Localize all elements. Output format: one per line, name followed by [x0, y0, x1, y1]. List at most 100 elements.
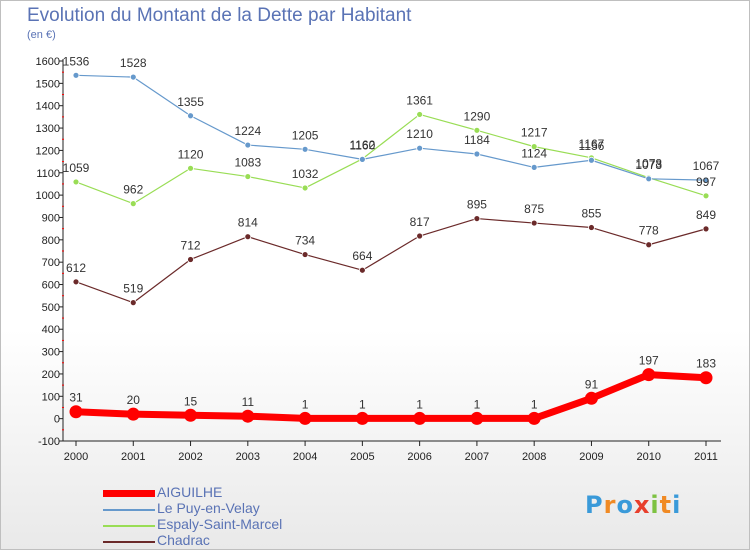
data-label: 1290	[464, 109, 491, 123]
legend-label-espaly-saint-marcel: Espaly-Saint-Marcel	[157, 516, 283, 532]
data-label: 814	[238, 216, 258, 230]
data-label: 734	[295, 234, 315, 248]
data-label: 1067	[693, 159, 720, 173]
data-point	[470, 411, 484, 425]
data-label: 20	[127, 393, 141, 407]
logo-letter: r	[603, 491, 617, 519]
data-label: 817	[410, 215, 430, 229]
data-label: 1355	[177, 95, 204, 109]
data-label: 1	[416, 397, 423, 411]
data-label: 1078	[635, 157, 662, 171]
data-point	[301, 184, 309, 192]
y-tick-label: 1200	[36, 145, 60, 157]
data-point	[530, 143, 538, 151]
data-point	[129, 73, 137, 81]
x-tick-label: 2008	[522, 451, 546, 463]
y-tick-label: 1400	[36, 101, 60, 113]
data-label: 1217	[521, 126, 548, 140]
data-point	[129, 299, 137, 307]
y-tick-label: 100	[42, 391, 60, 403]
data-label: 612	[66, 261, 86, 275]
data-label: 183	[696, 357, 716, 371]
data-label: 1	[302, 397, 309, 411]
data-point	[187, 112, 194, 120]
data-point	[702, 176, 710, 184]
data-point	[72, 278, 80, 286]
data-point	[416, 144, 424, 152]
data-point	[530, 219, 538, 227]
data-label: 1083	[234, 156, 261, 170]
data-label: 1167	[579, 137, 605, 151]
logo-letter: t	[659, 491, 673, 519]
logo-letter: i	[650, 491, 660, 519]
data-label: 1361	[406, 93, 433, 107]
series-line	[75, 74, 707, 181]
data-point	[645, 175, 653, 183]
logo-letter: x	[633, 491, 651, 519]
data-label: 664	[352, 249, 372, 263]
x-tick-label: 2005	[350, 451, 374, 463]
y-tick-label: 300	[42, 347, 60, 359]
y-tick-label: -100	[38, 436, 60, 448]
logo-letter: i	[672, 491, 682, 519]
data-point	[69, 405, 83, 419]
data-point	[72, 71, 80, 79]
data-label: 1	[474, 397, 481, 411]
data-point	[588, 156, 595, 164]
data-label: 31	[69, 391, 83, 405]
y-tick-label: 600	[42, 280, 60, 292]
x-tick-label: 2007	[465, 451, 489, 463]
y-tick-label: 1000	[36, 190, 60, 202]
x-tick-label: 2002	[178, 451, 202, 463]
data-label: 1059	[63, 161, 90, 175]
data-label: 855	[581, 207, 601, 221]
logo-letter: P	[585, 491, 604, 519]
data-label: 1536	[63, 54, 90, 68]
x-tick-label: 2004	[293, 451, 317, 463]
data-label: 1224	[234, 124, 261, 138]
data-point	[527, 411, 541, 425]
series-line	[75, 113, 707, 205]
y-tick-label: 1100	[36, 168, 60, 180]
data-label: 849	[696, 208, 716, 222]
y-tick-label: 400	[42, 324, 60, 336]
legend-swatch-chadrac	[103, 541, 155, 543]
y-tick-label: 0	[54, 414, 60, 426]
data-label: 1	[359, 397, 366, 411]
data-label: 1210	[406, 127, 433, 141]
data-point	[187, 256, 194, 263]
x-tick-label: 2011	[694, 451, 718, 463]
x-tick-label: 2001	[121, 451, 145, 463]
data-point	[244, 141, 252, 149]
data-label: 11	[242, 395, 255, 409]
data-label: 1073	[635, 158, 662, 172]
data-point	[301, 251, 309, 258]
y-tick-label: 500	[42, 302, 60, 314]
data-label: 1156	[579, 139, 605, 153]
data-label: 15	[184, 394, 198, 408]
legend-label-aiguilhe: AIGUILHE	[157, 484, 223, 500]
data-point	[301, 145, 309, 153]
data-label: 1205	[292, 128, 319, 142]
data-point	[702, 192, 710, 200]
legend-label-le-puy-en-velay: Le Puy-en-Velay	[157, 500, 260, 516]
data-label: 997	[696, 175, 716, 189]
data-label: 1120	[178, 147, 204, 161]
data-point	[358, 155, 366, 163]
data-label: 1124	[521, 146, 547, 160]
data-point	[298, 411, 312, 425]
y-tick-label: 700	[42, 257, 60, 269]
data-point	[416, 111, 424, 118]
data-point	[244, 173, 252, 180]
series-line	[72, 371, 710, 422]
data-label: 712	[181, 238, 201, 252]
y-tick-label: 1300	[36, 123, 60, 135]
data-point	[358, 266, 366, 274]
y-tick-label: 800	[42, 235, 60, 247]
legend-swatch-espaly-saint-marcel	[103, 525, 155, 527]
data-label: 1032	[292, 167, 319, 181]
legend-label-chadrac: Chadrac	[157, 532, 210, 548]
legend-swatch-aiguilhe	[103, 490, 155, 497]
data-point	[413, 411, 427, 425]
